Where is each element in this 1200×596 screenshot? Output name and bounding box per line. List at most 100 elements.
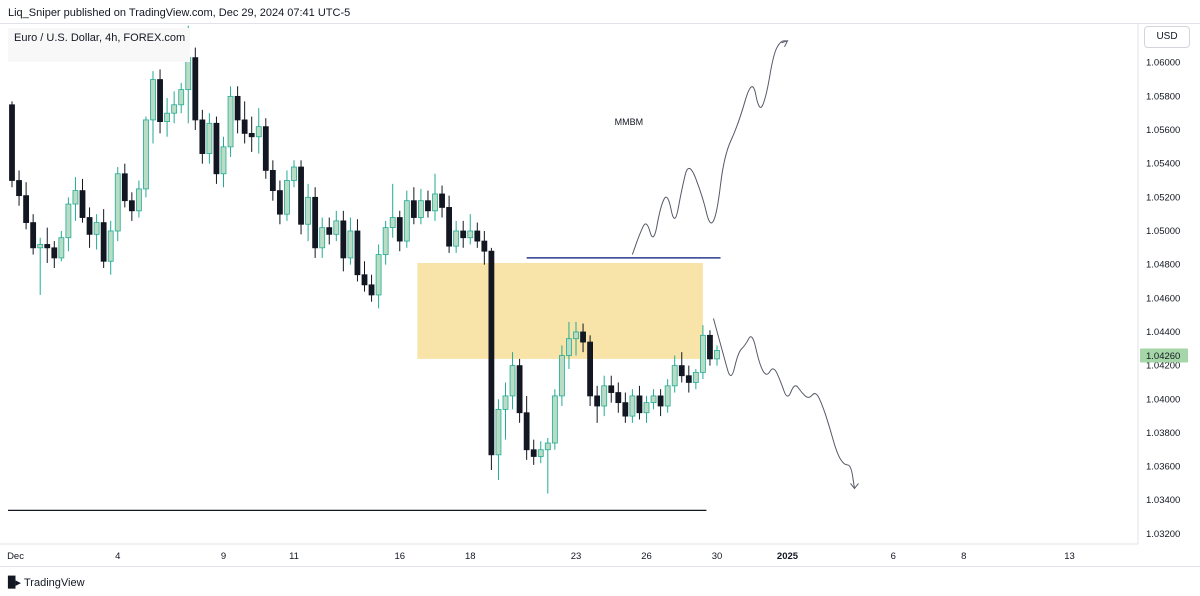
bullish-projection-path[interactable]: [631, 40, 788, 255]
candle-body: [664, 385, 671, 407]
candle: [707, 330, 713, 366]
candle-body: [657, 395, 664, 407]
candle-body: [587, 341, 593, 397]
candle: [657, 389, 664, 417]
candle: [714, 345, 720, 366]
candle-body: [100, 222, 107, 262]
candle: [150, 71, 156, 144]
tradingview-brand[interactable]: ▉▸ TradingView: [8, 576, 85, 589]
candle: [157, 69, 163, 134]
candle: [206, 113, 213, 164]
candle-body: [44, 244, 51, 249]
candle: [255, 108, 262, 154]
candle: [93, 214, 100, 250]
price-tick-label: 1.05200: [1146, 192, 1180, 203]
candle: [551, 389, 558, 450]
candle-body: [432, 193, 438, 212]
candle-body: [262, 126, 269, 171]
candle: [23, 182, 30, 230]
candle-body: [537, 449, 544, 457]
candle: [523, 395, 530, 460]
candle: [44, 227, 51, 263]
price-tick-label: 1.04800: [1146, 260, 1180, 271]
candle: [601, 375, 608, 417]
candle-body: [629, 395, 636, 417]
candle: [340, 210, 347, 272]
candle-body: [530, 449, 537, 457]
candle: [319, 217, 326, 258]
candle: [213, 116, 220, 184]
candle: [361, 261, 368, 292]
candle-body: [347, 230, 354, 259]
currency-button[interactable]: USD: [1144, 26, 1190, 48]
candle-body: [707, 334, 713, 360]
candle: [121, 163, 128, 208]
candle-body: [312, 196, 319, 249]
candle: [171, 91, 178, 124]
candle-body: [333, 220, 340, 235]
candle: [425, 190, 431, 218]
symbol-title: Euro / U.S. Dollar, 4h, FOREX.com: [14, 32, 186, 44]
candle: [636, 385, 643, 420]
candle-body: [79, 190, 86, 218]
candle-body: [446, 207, 453, 247]
bearish-arrowhead-icon: [850, 483, 859, 490]
candle: [580, 323, 586, 353]
symbol-legend[interactable]: Euro / U.S. Dollar, 4h, FOREX.com: [8, 28, 190, 62]
discount-zone-rectangle[interactable]: [417, 262, 703, 359]
candle-body: [185, 57, 192, 91]
candle: [516, 358, 523, 423]
candle-body: [692, 371, 699, 383]
price-tick-label: 1.05000: [1146, 226, 1180, 237]
candle: [164, 98, 171, 137]
price-tick-label: 1.06000: [1146, 58, 1180, 69]
time-tick-label: 9: [221, 551, 226, 562]
candle: [100, 209, 107, 269]
bearish-projection-path[interactable]: [712, 318, 855, 489]
candle: [199, 109, 206, 164]
candle: [382, 220, 389, 265]
candle: [530, 439, 537, 465]
candle: [700, 325, 706, 380]
candle-body: [523, 412, 530, 451]
candle-body: [460, 230, 467, 239]
candle-body: [72, 190, 79, 205]
candle-body: [51, 247, 58, 259]
footer: ▉▸ TradingView: [0, 566, 1200, 596]
candle-body: [354, 230, 361, 276]
candle: [474, 222, 481, 248]
candle: [72, 177, 79, 221]
publish-header: Liq_Sniper published on TradingView.com,…: [0, 0, 1200, 24]
candle-body: [615, 392, 622, 404]
candle-body: [580, 331, 586, 343]
candle-body: [361, 274, 368, 286]
candle-body: [509, 365, 516, 397]
candle: [241, 101, 248, 144]
price-axis[interactable]: [1138, 24, 1200, 544]
candle-body: [671, 365, 678, 387]
candle: [368, 274, 375, 302]
time-tick-label: 26: [641, 551, 652, 562]
candlestick-chart[interactable]: 1.06000 1.05800 1.05600 1.05400 1.05200 1.050…: [0, 0, 1200, 566]
candle: [396, 210, 403, 252]
candle-body: [573, 331, 579, 340]
candle: [678, 352, 685, 383]
candle: [446, 195, 453, 253]
time-tick-label: 8: [961, 551, 966, 562]
candle-body: [396, 217, 403, 242]
candle-body: [495, 408, 502, 456]
tradingview-logo-icon: ▉▸: [8, 576, 21, 589]
candle: [495, 399, 502, 481]
price-tick-label: 1.04000: [1146, 394, 1180, 405]
candle-body: [227, 95, 234, 148]
candle: [481, 230, 488, 265]
candle: [178, 82, 185, 114]
candle-body: [488, 250, 495, 456]
candle-body: [164, 112, 171, 123]
candle: [9, 101, 15, 188]
candle-body: [481, 240, 488, 252]
candle: [227, 86, 234, 157]
candle: [220, 136, 227, 188]
candle-body: [544, 442, 551, 451]
last-price-badge: [1140, 348, 1188, 363]
